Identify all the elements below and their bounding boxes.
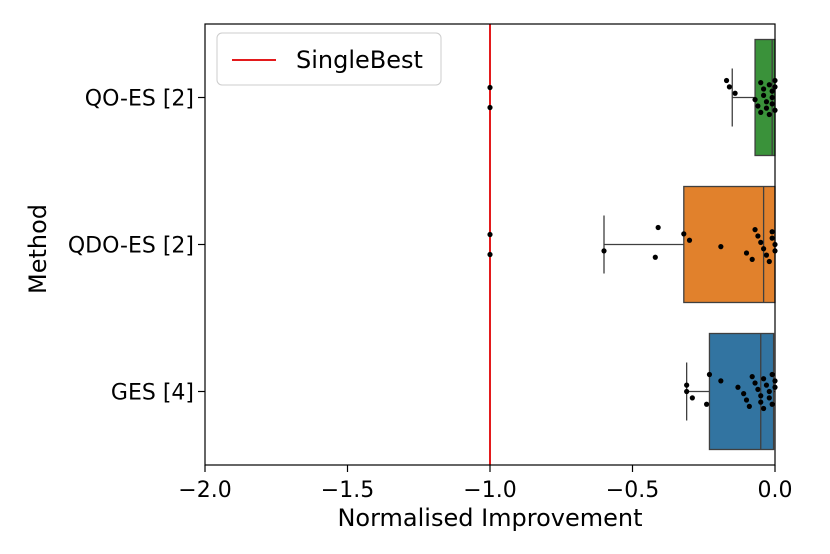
data-point-qo-es-2 bbox=[761, 86, 767, 92]
legend: SingleBest bbox=[216, 32, 442, 86]
data-point-qdo-es-2 bbox=[761, 246, 767, 252]
data-point-ges-4 bbox=[684, 388, 690, 395]
box-ges-4 bbox=[686, 332, 775, 451]
data-point-ges-4 bbox=[704, 401, 710, 407]
data-point-qdo-es-2 bbox=[749, 256, 755, 262]
data-point-qdo-es-2 bbox=[601, 248, 607, 254]
data-point-ges-4 bbox=[766, 388, 772, 395]
data-point-qo-es-2 bbox=[766, 82, 772, 88]
data-point-qdo-es-2 bbox=[755, 233, 761, 239]
data-point-qdo-es-2 bbox=[769, 229, 775, 235]
data-point-ges-4 bbox=[769, 371, 775, 378]
data-point-qdo-es-2 bbox=[655, 224, 661, 231]
data-point-ges-4 bbox=[763, 382, 770, 388]
data-point-qdo-es-2 bbox=[766, 258, 772, 265]
data-point-ges-4 bbox=[766, 395, 772, 401]
x-tick-label: −0.5 bbox=[606, 478, 659, 503]
data-point-qo-es-2 bbox=[752, 97, 758, 103]
outlier-point-qo-es-2 bbox=[487, 84, 493, 91]
data-point-ges-4 bbox=[758, 393, 764, 399]
data-point-qo-es-2 bbox=[758, 109, 764, 115]
data-point-qdo-es-2 bbox=[758, 239, 764, 245]
data-point-qo-es-2 bbox=[766, 111, 772, 118]
box-qdo-es-2 bbox=[603, 185, 776, 304]
data-point-qo-es-2 bbox=[723, 77, 730, 84]
data-point-qo-es-2 bbox=[769, 101, 775, 107]
box-iqr-ges-4 bbox=[708, 332, 775, 451]
data-point-ges-4 bbox=[735, 384, 741, 390]
boxes-layer bbox=[489, 24, 776, 465]
y-tick-label-ges-4: GES [4] bbox=[111, 381, 194, 406]
data-point-qdo-es-2 bbox=[686, 237, 693, 243]
data-point-qo-es-2 bbox=[761, 92, 767, 98]
y-axis-ticks: QO-ES [2] QDO-ES [2] GES [4] bbox=[68, 87, 205, 406]
data-point-qo-es-2 bbox=[758, 80, 764, 86]
x-tick-label: 0.0 bbox=[758, 478, 793, 503]
data-point-ges-4 bbox=[684, 382, 690, 388]
data-point-qdo-es-2 bbox=[652, 254, 658, 260]
x-axis-title: Normalised Improvement bbox=[337, 504, 642, 532]
data-point-ges-4 bbox=[706, 371, 713, 378]
y-tick-label-qdo-es-2: QDO-ES [2] bbox=[68, 234, 194, 259]
data-point-ges-4 bbox=[752, 380, 758, 386]
data-point-ges-4 bbox=[755, 386, 761, 392]
data-point-ges-4 bbox=[761, 405, 767, 412]
legend-frame bbox=[216, 32, 442, 86]
legend-singlebest-label: SingleBest bbox=[296, 46, 423, 74]
data-point-qdo-es-2 bbox=[718, 244, 724, 250]
data-point-qo-es-2 bbox=[755, 103, 761, 109]
y-axis-title: Method bbox=[24, 204, 52, 294]
data-point-qdo-es-2 bbox=[681, 231, 687, 237]
data-point-qo-es-2 bbox=[769, 88, 775, 94]
outlier-point-qo-es-2 bbox=[487, 104, 493, 111]
data-point-ges-4 bbox=[718, 378, 724, 384]
data-point-ges-4 bbox=[749, 374, 755, 380]
data-point-ges-4 bbox=[746, 403, 752, 409]
data-point-ges-4 bbox=[743, 397, 750, 403]
data-point-qdo-es-2 bbox=[769, 235, 775, 241]
x-tick-label: −1.0 bbox=[463, 478, 516, 503]
data-point-qo-es-2 bbox=[763, 105, 770, 111]
y-tick-label-qo-es-2: QO-ES [2] bbox=[85, 87, 194, 112]
x-tick-label: −2.0 bbox=[178, 478, 231, 503]
x-tick-label: −1.5 bbox=[321, 478, 374, 503]
data-point-qdo-es-2 bbox=[743, 250, 750, 256]
data-point-ges-4 bbox=[689, 395, 695, 401]
data-point-ges-4 bbox=[758, 399, 764, 405]
x-axis-ticks: −2.0 −1.5 −1.0 −0.5 0.0 bbox=[178, 465, 793, 503]
data-point-ges-4 bbox=[741, 391, 747, 397]
data-point-ges-4 bbox=[769, 401, 775, 407]
outlier-point-qdo-es-2 bbox=[487, 251, 493, 258]
data-point-qdo-es-2 bbox=[752, 227, 758, 233]
data-point-qo-es-2 bbox=[763, 99, 770, 105]
data-point-qo-es-2 bbox=[732, 90, 738, 96]
data-point-ges-4 bbox=[761, 376, 767, 382]
outlier-point-qdo-es-2 bbox=[487, 231, 493, 238]
data-point-qdo-es-2 bbox=[763, 252, 770, 258]
data-point-qo-es-2 bbox=[769, 94, 775, 101]
data-point-qo-es-2 bbox=[726, 84, 733, 90]
